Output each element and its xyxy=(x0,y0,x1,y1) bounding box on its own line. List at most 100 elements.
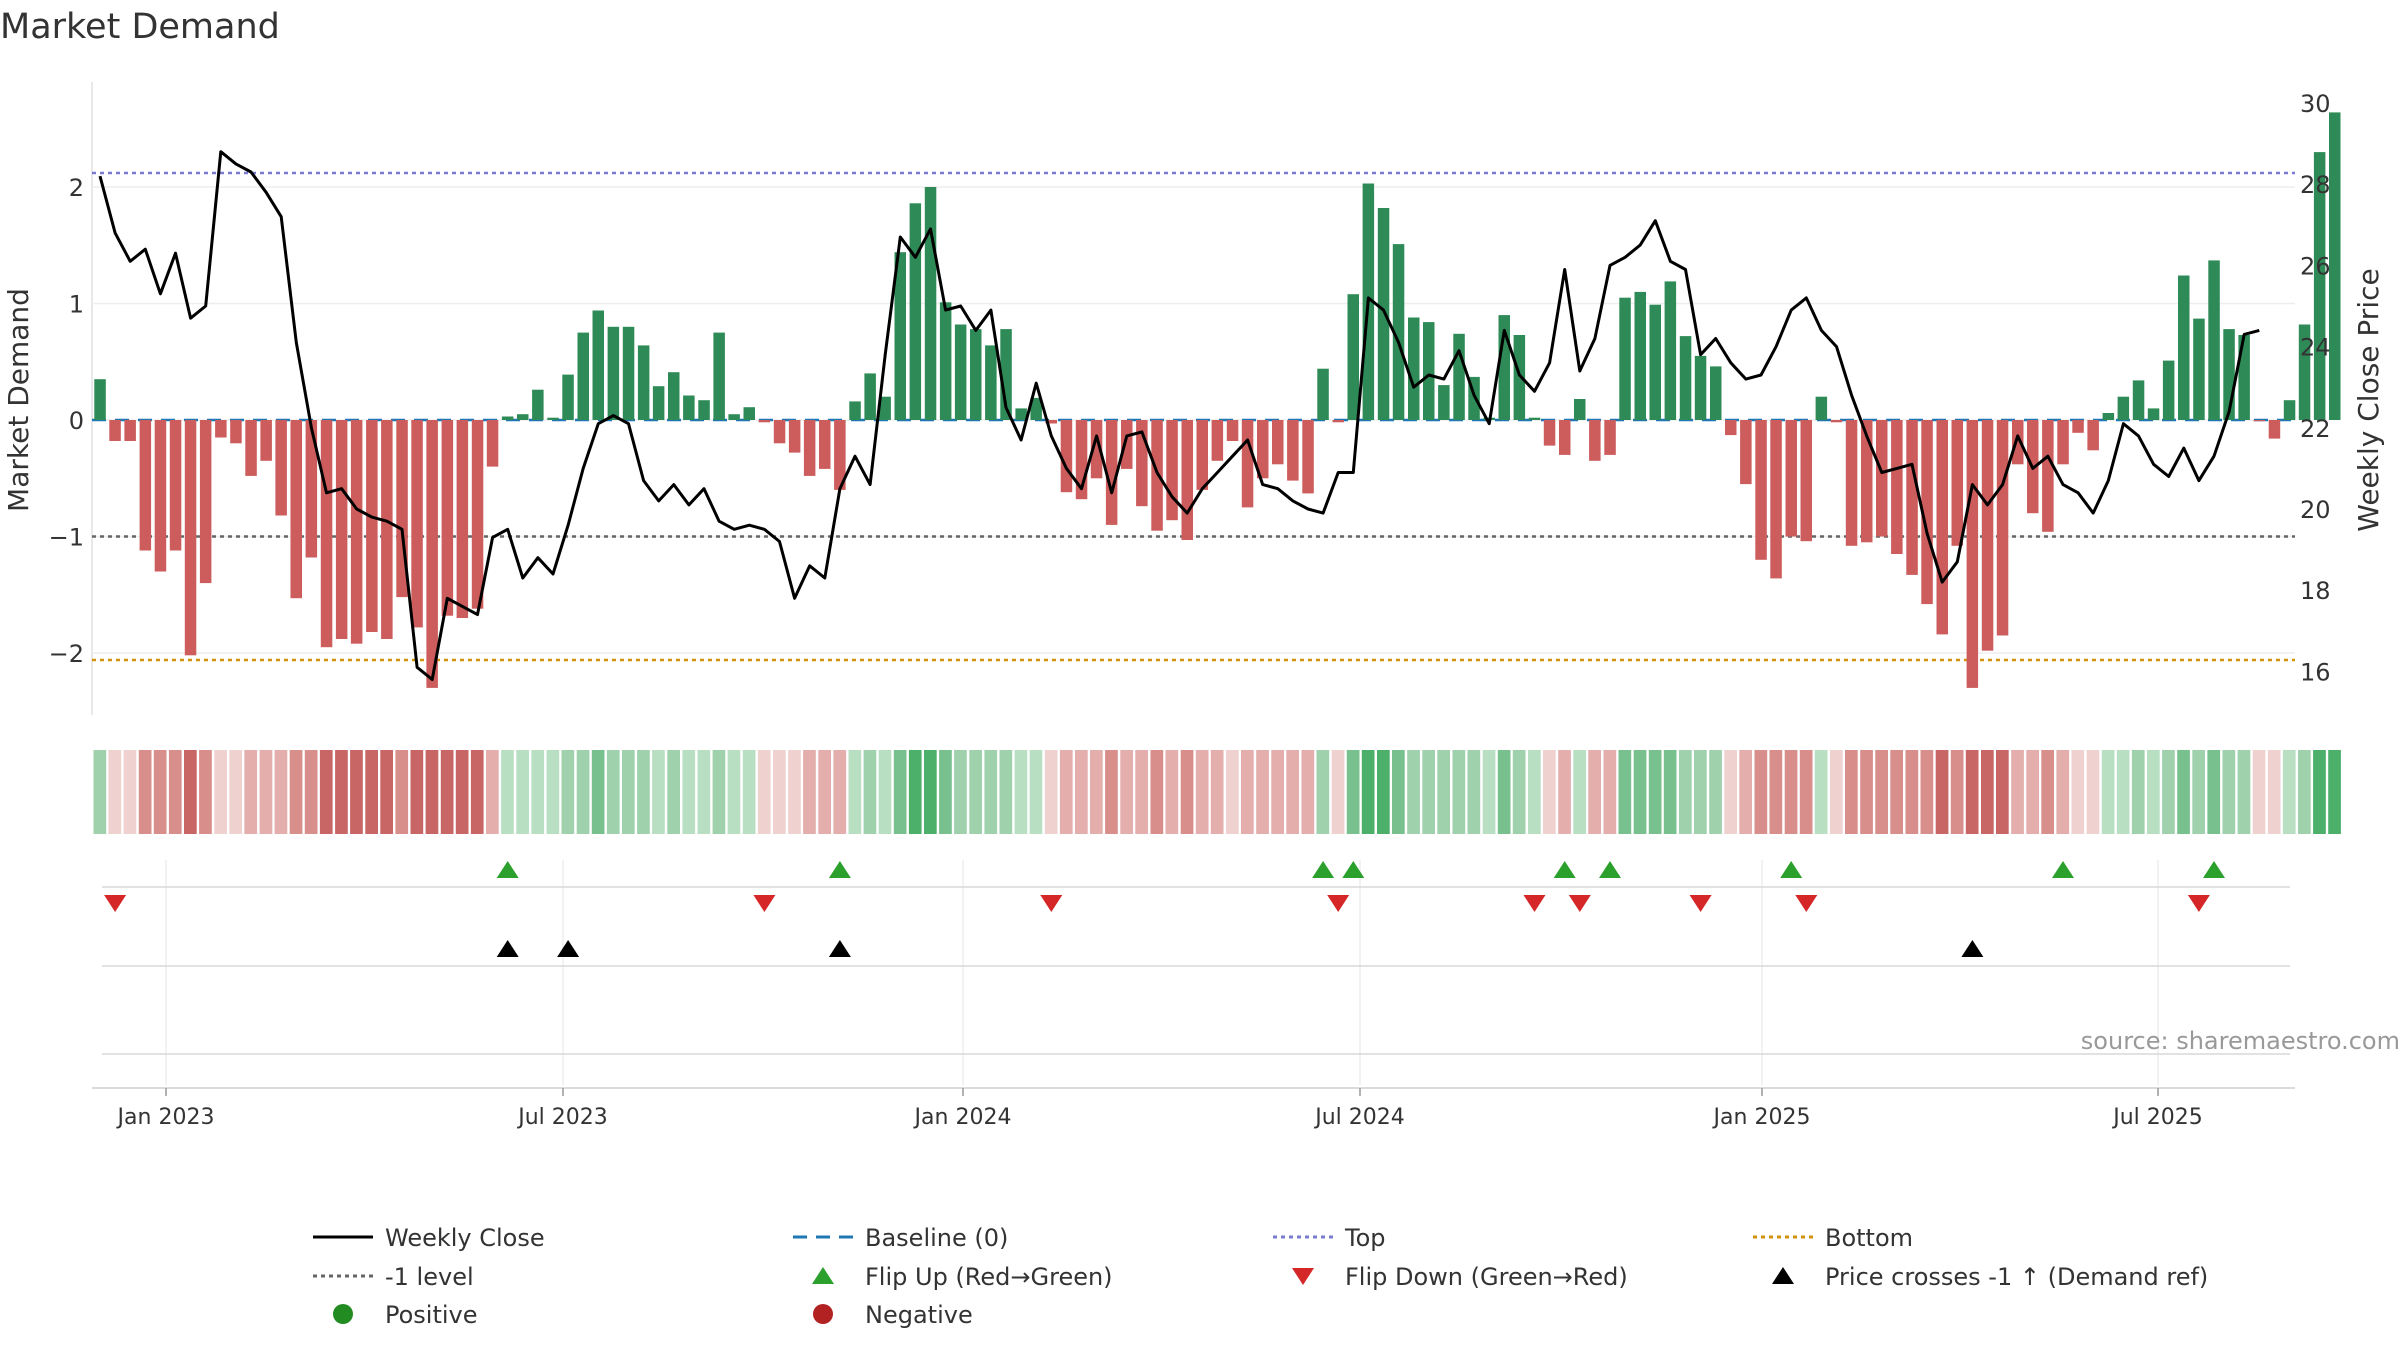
flip-up-marker-2 xyxy=(1312,861,1335,878)
legend-item-7: Price crosses -1 ↑ (Demand ref) xyxy=(1772,1263,2208,1291)
y-tick-label-3: 1 xyxy=(69,291,84,319)
strip-cell-120 xyxy=(1905,750,1919,834)
y2-tick-label-4: 24 xyxy=(2300,334,2331,362)
x-tick-label-2: Jan 2024 xyxy=(913,1105,1012,1130)
demand-bar-74 xyxy=(1211,420,1224,461)
demand-bar-97 xyxy=(1559,420,1571,455)
y2-tick-label-0: 16 xyxy=(2300,658,2331,686)
strip-cell-50 xyxy=(848,750,862,834)
flip-down-marker-8 xyxy=(2187,895,2210,912)
flip-up-marker-3 xyxy=(1342,861,1365,878)
demand-bar-114 xyxy=(1815,396,1828,420)
flip-down-marker-6 xyxy=(1689,895,1712,912)
flip-up-marker-5 xyxy=(1599,861,1621,878)
strip-cell-21 xyxy=(410,750,424,834)
flip-down-marker-0 xyxy=(104,895,127,912)
strip-cell-20 xyxy=(395,750,409,834)
strip-cell-22 xyxy=(425,750,439,834)
x-tick-label-3: Jul 2024 xyxy=(1313,1105,1405,1130)
strip-cell-116 xyxy=(1845,750,1858,834)
strip-cell-2 xyxy=(123,750,137,834)
demand-bar-98 xyxy=(1574,399,1586,420)
flip-up-marker-8 xyxy=(2203,861,2225,878)
x-tick-label-0: Jan 2023 xyxy=(116,1105,215,1130)
demand-bar-113 xyxy=(1800,420,1812,542)
strip-cell-34 xyxy=(606,750,620,834)
strip-cell-86 xyxy=(1392,750,1405,834)
demand-bar-76 xyxy=(1241,420,1254,508)
demand-bar-56 xyxy=(939,302,952,420)
legend-label: Weekly Close xyxy=(385,1224,545,1252)
flip-down-marker-1 xyxy=(753,895,776,912)
strip-cell-98 xyxy=(1573,750,1586,834)
strip-cell-7 xyxy=(199,750,212,834)
strip-cell-52 xyxy=(878,750,892,834)
demand-bar-136 xyxy=(2147,408,2160,421)
demand-bar-7 xyxy=(199,420,212,584)
demand-bar-131 xyxy=(2072,420,2084,433)
strip-cell-132 xyxy=(2086,750,2100,834)
strip-cell-111 xyxy=(1769,750,1783,834)
legend-item-5: Flip Up (Red→Green) xyxy=(812,1263,1113,1291)
strip-cell-143 xyxy=(2252,750,2266,834)
demand-bar-18 xyxy=(366,420,378,632)
legend-swatch-triangle-up xyxy=(1772,1267,1794,1284)
strip-cell-82 xyxy=(1331,750,1345,834)
strip-cell-74 xyxy=(1210,750,1224,834)
demand-bar-33 xyxy=(592,310,604,420)
demand-bar-23 xyxy=(441,420,454,616)
strip-cell-67 xyxy=(1105,750,1118,834)
strip-cell-88 xyxy=(1422,750,1435,834)
legend-label: Baseline (0) xyxy=(865,1224,1008,1252)
strip-cell-47 xyxy=(803,750,816,834)
strip-cell-40 xyxy=(697,750,711,834)
y2-tick-label-6: 28 xyxy=(2300,171,2331,199)
demand-bar-63 xyxy=(1045,420,1057,424)
demand-bar-52 xyxy=(879,396,891,420)
demand-bar-48 xyxy=(819,420,831,469)
strip-cell-102 xyxy=(1633,750,1647,834)
demand-bar-89 xyxy=(1438,385,1450,420)
demand-bar-47 xyxy=(803,420,816,476)
strip-cell-145 xyxy=(2282,750,2296,834)
strip-cell-39 xyxy=(682,750,696,834)
strip-cell-85 xyxy=(1377,750,1390,834)
demand-bar-138 xyxy=(2178,275,2190,420)
flip-up-marker-1 xyxy=(828,861,851,878)
x-tick-label-5: Jul 2025 xyxy=(2111,1105,2203,1130)
legend-swatch-triangle-down xyxy=(1292,1268,1314,1285)
demand-bar-139 xyxy=(2193,318,2205,420)
demand-bar-60 xyxy=(1000,329,1012,420)
strip-cell-140 xyxy=(2207,750,2221,834)
flip-up-marker-6 xyxy=(1780,861,1803,878)
strip-cell-131 xyxy=(2071,750,2085,834)
strip-cell-121 xyxy=(1920,750,1934,834)
strip-cell-69 xyxy=(1135,750,1148,834)
flip-up-marker-0 xyxy=(496,861,519,878)
strip-cell-124 xyxy=(1965,750,1979,834)
strip-cell-93 xyxy=(1497,750,1511,834)
demand-bar-100 xyxy=(1604,420,1616,455)
strip-cell-18 xyxy=(365,750,378,834)
demand-bar-16 xyxy=(335,420,348,639)
strip-cell-89 xyxy=(1437,750,1450,834)
demand-bar-0 xyxy=(94,379,106,420)
strip-cell-68 xyxy=(1120,750,1133,834)
demand-bar-29 xyxy=(532,389,544,420)
demand-bar-58 xyxy=(970,329,982,420)
demand-bar-135 xyxy=(2132,380,2145,420)
demand-bar-87 xyxy=(1408,317,1420,420)
demand-bar-143 xyxy=(2253,420,2265,422)
strip-cell-56 xyxy=(939,750,952,834)
demand-bar-120 xyxy=(1906,420,1918,575)
strip-cell-91 xyxy=(1467,750,1481,834)
y-tick-label-0: −2 xyxy=(49,640,84,668)
demand-bar-67 xyxy=(1105,420,1118,525)
chart-title: Market Demand xyxy=(0,7,280,47)
flip-down-marker-2 xyxy=(1040,895,1063,912)
demand-bar-107 xyxy=(1710,366,1722,420)
strip-cell-113 xyxy=(1799,750,1813,834)
demand-bar-80 xyxy=(1302,420,1314,494)
strip-cell-5 xyxy=(168,750,182,834)
demand-bar-110 xyxy=(1755,420,1767,560)
